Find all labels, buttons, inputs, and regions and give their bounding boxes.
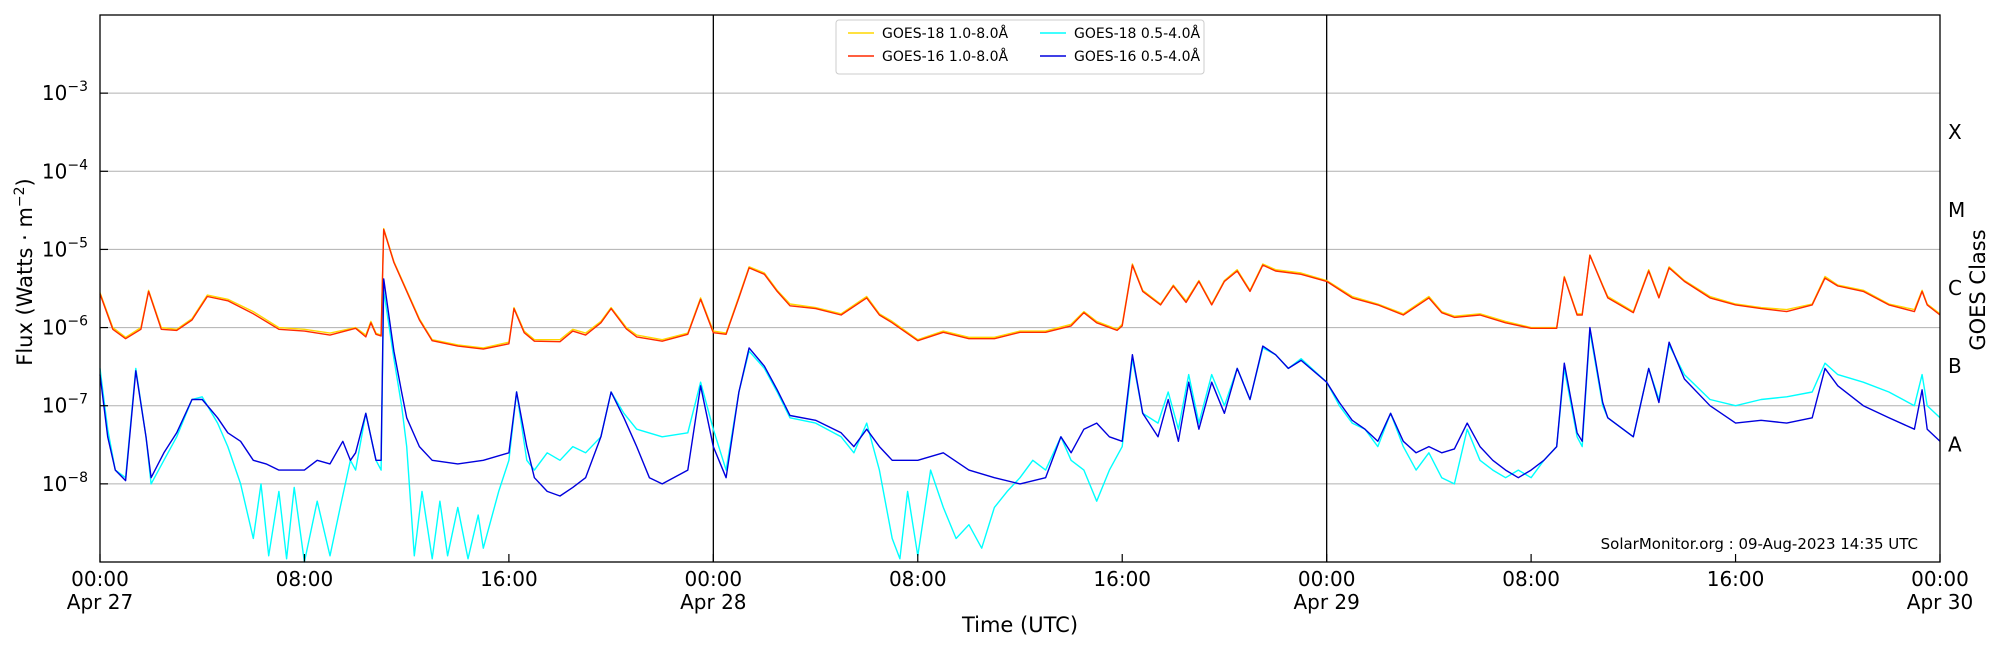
x-tick-time-6: 00:00 [1298,567,1356,591]
goes-class-layer: X M C B A [1948,120,1965,457]
y-tick-label-4: 10−4 [42,157,88,183]
y-axis-title: Flux (Watts · m−2) [12,178,37,366]
goes-class-b: B [1948,354,1962,378]
series-line-0 [99,227,1941,349]
goes-class-c: C [1948,276,1962,300]
credit-text: SolarMonitor.org : 09-Aug-2023 14:35 UTC [1601,535,1918,553]
x-tick-time-9: 00:00 [1911,567,1969,591]
x-axis-title: Time (UTC) [961,613,1078,637]
y-tick-label-2: 10−6 [42,314,88,340]
x-tick-time-5: 16:00 [1093,567,1151,591]
goes-class-x: X [1948,120,1962,144]
legend-label-1: GOES-16 1.0-8.0Å [882,48,1008,65]
y-tick-label-1: 10−7 [42,392,88,418]
legend-box [835,19,1205,75]
x-tick-date-3: Apr 28 [680,590,746,614]
series-layer [99,227,1941,563]
y-tick-label-3: 10−5 [42,235,88,261]
x-tick-time-0: 00:00 [71,567,129,591]
goes-class-m: M [1948,198,1965,222]
y-tick-label-0: 10−8 [42,470,88,496]
x-tick-time-7: 08:00 [1502,567,1560,591]
x-tick-date-9: Apr 30 [1907,590,1973,614]
grid-layer [100,92,1940,485]
goes-class-a: A [1948,432,1962,456]
legend-label-0: GOES-18 1.0-8.0Å [882,25,1008,42]
x-tick-time-4: 08:00 [889,567,947,591]
x-tick-date-0: Apr 27 [67,590,133,614]
legend-label-2: GOES-18 0.5-4.0Å [1074,25,1200,42]
series-line-1 [99,228,1941,350]
x-tick-time-3: 00:00 [685,567,743,591]
legend-label-3: GOES-16 0.5-4.0Å [1074,48,1200,65]
day-boundary-layer [712,15,1328,562]
series-line-3 [99,278,1941,497]
x-tick-time-1: 08:00 [276,567,334,591]
plot-frame [99,14,1941,563]
x-tick-date-6: Apr 29 [1293,590,1359,614]
x-tick-time-8: 16:00 [1707,567,1765,591]
goes-class-axis-title: GOES Class [1966,229,1990,350]
legend: GOES-18 1.0-8.0Å GOES-18 0.5-4.0Å GOES-16 … [835,19,1205,75]
y-tick-label-5: 10−3 [42,79,88,105]
x-tick-time-2: 16:00 [480,567,538,591]
